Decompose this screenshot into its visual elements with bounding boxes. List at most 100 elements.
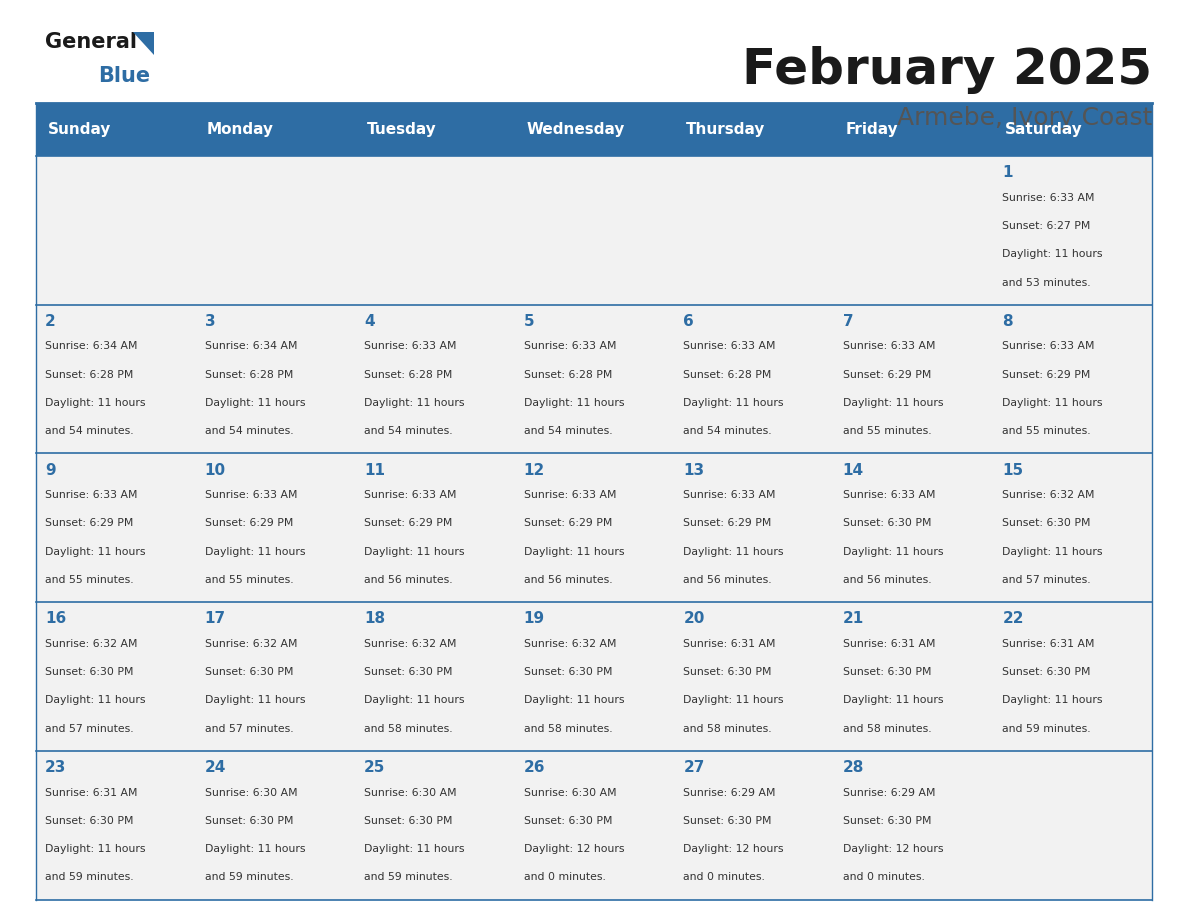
FancyBboxPatch shape xyxy=(36,751,195,900)
Text: 9: 9 xyxy=(45,463,56,477)
Text: and 53 minutes.: and 53 minutes. xyxy=(1003,277,1091,287)
FancyBboxPatch shape xyxy=(195,751,355,900)
Text: Sunrise: 6:34 AM: Sunrise: 6:34 AM xyxy=(204,341,297,352)
Text: 24: 24 xyxy=(204,760,226,775)
Text: 21: 21 xyxy=(842,611,864,626)
Text: Daylight: 11 hours: Daylight: 11 hours xyxy=(365,398,465,408)
FancyBboxPatch shape xyxy=(674,305,833,453)
Text: and 0 minutes.: and 0 minutes. xyxy=(524,872,606,882)
Text: and 55 minutes.: and 55 minutes. xyxy=(842,426,931,436)
Text: Sunrise: 6:31 AM: Sunrise: 6:31 AM xyxy=(45,788,138,798)
Text: Sunrise: 6:33 AM: Sunrise: 6:33 AM xyxy=(683,490,776,500)
Text: Daylight: 11 hours: Daylight: 11 hours xyxy=(365,845,465,854)
Text: Monday: Monday xyxy=(207,122,274,137)
Text: Sunset: 6:28 PM: Sunset: 6:28 PM xyxy=(45,370,133,380)
Text: Sunset: 6:30 PM: Sunset: 6:30 PM xyxy=(45,816,133,826)
Text: and 59 minutes.: and 59 minutes. xyxy=(365,872,453,882)
Text: 4: 4 xyxy=(365,314,375,329)
FancyBboxPatch shape xyxy=(36,602,195,751)
Text: Daylight: 11 hours: Daylight: 11 hours xyxy=(204,547,305,556)
FancyBboxPatch shape xyxy=(833,156,993,305)
Text: 17: 17 xyxy=(204,611,226,626)
Text: Sunset: 6:30 PM: Sunset: 6:30 PM xyxy=(1003,667,1091,677)
Text: 28: 28 xyxy=(842,760,864,775)
Text: and 54 minutes.: and 54 minutes. xyxy=(204,426,293,436)
Text: Sunrise: 6:29 AM: Sunrise: 6:29 AM xyxy=(842,788,935,798)
Text: 20: 20 xyxy=(683,611,704,626)
FancyBboxPatch shape xyxy=(36,103,195,156)
Text: Daylight: 11 hours: Daylight: 11 hours xyxy=(1003,696,1102,705)
Text: Sunset: 6:29 PM: Sunset: 6:29 PM xyxy=(524,519,612,529)
Text: Daylight: 12 hours: Daylight: 12 hours xyxy=(842,845,943,854)
Text: Daylight: 11 hours: Daylight: 11 hours xyxy=(683,398,784,408)
Text: Daylight: 11 hours: Daylight: 11 hours xyxy=(683,696,784,705)
FancyBboxPatch shape xyxy=(514,103,674,156)
Text: Sunrise: 6:33 AM: Sunrise: 6:33 AM xyxy=(842,341,935,352)
Text: Daylight: 11 hours: Daylight: 11 hours xyxy=(683,547,784,556)
Text: and 58 minutes.: and 58 minutes. xyxy=(842,723,931,733)
FancyBboxPatch shape xyxy=(993,103,1152,156)
Text: Sunrise: 6:34 AM: Sunrise: 6:34 AM xyxy=(45,341,138,352)
Text: 16: 16 xyxy=(45,611,67,626)
Text: Blue: Blue xyxy=(99,66,151,86)
Text: Sunset: 6:28 PM: Sunset: 6:28 PM xyxy=(204,370,293,380)
Text: Sunset: 6:29 PM: Sunset: 6:29 PM xyxy=(365,519,453,529)
FancyBboxPatch shape xyxy=(993,156,1152,305)
Text: Sunset: 6:28 PM: Sunset: 6:28 PM xyxy=(365,370,453,380)
Text: Sunset: 6:29 PM: Sunset: 6:29 PM xyxy=(1003,370,1091,380)
FancyBboxPatch shape xyxy=(833,602,993,751)
Text: 22: 22 xyxy=(1003,611,1024,626)
Text: Sunset: 6:30 PM: Sunset: 6:30 PM xyxy=(204,816,293,826)
Text: Sunset: 6:30 PM: Sunset: 6:30 PM xyxy=(842,667,931,677)
Text: 15: 15 xyxy=(1003,463,1023,477)
Text: and 58 minutes.: and 58 minutes. xyxy=(524,723,612,733)
Text: Sunset: 6:28 PM: Sunset: 6:28 PM xyxy=(524,370,612,380)
FancyBboxPatch shape xyxy=(514,453,674,602)
Text: Sunset: 6:30 PM: Sunset: 6:30 PM xyxy=(204,667,293,677)
FancyBboxPatch shape xyxy=(993,453,1152,602)
FancyBboxPatch shape xyxy=(833,305,993,453)
FancyBboxPatch shape xyxy=(674,103,833,156)
Text: Sunset: 6:29 PM: Sunset: 6:29 PM xyxy=(45,519,133,529)
FancyBboxPatch shape xyxy=(355,751,514,900)
FancyBboxPatch shape xyxy=(355,305,514,453)
Text: 19: 19 xyxy=(524,611,545,626)
Text: and 56 minutes.: and 56 minutes. xyxy=(524,575,612,585)
Text: and 55 minutes.: and 55 minutes. xyxy=(204,575,293,585)
Text: Armebe, Ivory Coast: Armebe, Ivory Coast xyxy=(897,106,1152,129)
Text: 1: 1 xyxy=(1003,165,1013,180)
Text: Wednesday: Wednesday xyxy=(526,122,625,137)
Text: Sunrise: 6:31 AM: Sunrise: 6:31 AM xyxy=(842,639,935,649)
Text: 6: 6 xyxy=(683,314,694,329)
Text: 18: 18 xyxy=(365,611,385,626)
FancyBboxPatch shape xyxy=(195,453,355,602)
Text: and 59 minutes.: and 59 minutes. xyxy=(1003,723,1091,733)
Text: Sunset: 6:27 PM: Sunset: 6:27 PM xyxy=(1003,221,1091,231)
Text: Thursday: Thursday xyxy=(685,122,765,137)
Text: Sunday: Sunday xyxy=(48,122,110,137)
Text: Sunrise: 6:32 AM: Sunrise: 6:32 AM xyxy=(45,639,138,649)
Text: and 54 minutes.: and 54 minutes. xyxy=(683,426,772,436)
Text: Sunrise: 6:32 AM: Sunrise: 6:32 AM xyxy=(365,639,456,649)
Text: 11: 11 xyxy=(365,463,385,477)
Text: Daylight: 11 hours: Daylight: 11 hours xyxy=(1003,250,1102,259)
FancyBboxPatch shape xyxy=(36,305,195,453)
Text: and 0 minutes.: and 0 minutes. xyxy=(842,872,924,882)
FancyBboxPatch shape xyxy=(36,453,195,602)
Text: Daylight: 11 hours: Daylight: 11 hours xyxy=(1003,547,1102,556)
Text: and 55 minutes.: and 55 minutes. xyxy=(1003,426,1091,436)
FancyBboxPatch shape xyxy=(674,751,833,900)
FancyBboxPatch shape xyxy=(993,602,1152,751)
Text: and 57 minutes.: and 57 minutes. xyxy=(45,723,134,733)
Text: Sunset: 6:30 PM: Sunset: 6:30 PM xyxy=(842,519,931,529)
Text: Sunrise: 6:33 AM: Sunrise: 6:33 AM xyxy=(45,490,138,500)
Text: Sunrise: 6:33 AM: Sunrise: 6:33 AM xyxy=(524,341,617,352)
Text: Sunrise: 6:30 AM: Sunrise: 6:30 AM xyxy=(524,788,617,798)
Text: Sunset: 6:30 PM: Sunset: 6:30 PM xyxy=(524,816,612,826)
Text: and 59 minutes.: and 59 minutes. xyxy=(45,872,134,882)
Text: Daylight: 11 hours: Daylight: 11 hours xyxy=(842,398,943,408)
Text: Daylight: 11 hours: Daylight: 11 hours xyxy=(365,547,465,556)
Text: 23: 23 xyxy=(45,760,67,775)
FancyBboxPatch shape xyxy=(833,103,993,156)
FancyBboxPatch shape xyxy=(674,453,833,602)
